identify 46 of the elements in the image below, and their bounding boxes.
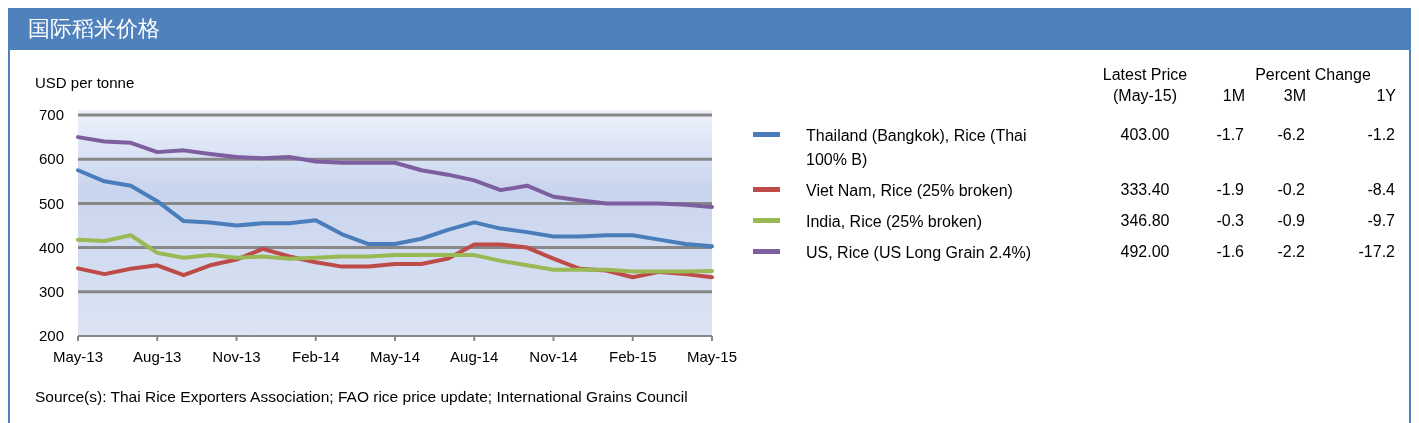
text: Latest Price (May-15) <box>1101 65 1189 106</box>
text: -1.6 <box>1215 242 1245 262</box>
text: -1.7 <box>1215 125 1245 145</box>
legend-label: India, Rice (25% broken) <box>806 212 984 232</box>
text: 492.00 <box>1119 242 1171 262</box>
y-tick-label: 600 <box>38 150 64 168</box>
x-tick-label: May-15 <box>686 348 738 365</box>
y-tick-label: 200 <box>38 327 64 345</box>
y-axis-title: USD per tonne <box>35 74 135 91</box>
text: 403.00 <box>1119 125 1171 145</box>
x-tick-label: Nov-14 <box>529 348 578 365</box>
chart-title: 国际稻米价格 <box>8 8 1411 50</box>
legend-label: Viet Nam, Rice (25% broken) <box>806 181 1014 201</box>
text: -2.2 <box>1276 242 1306 262</box>
x-tick-label: Feb-14 <box>291 348 340 365</box>
text: -1.2 <box>1366 125 1396 145</box>
x-tick-label: Aug-13 <box>133 348 182 365</box>
text: 333.40 <box>1119 180 1171 200</box>
line-series <box>76 168 714 249</box>
text: -1.9 <box>1215 180 1245 200</box>
text: Percent Change <box>1254 65 1372 85</box>
source-note: Source(s): Thai Rice Exporters Association; FAO rice price update; International Grains Council <box>35 388 688 405</box>
text: -0.3 <box>1215 211 1245 231</box>
text: -8.4 <box>1366 180 1396 200</box>
text: -0.9 <box>1276 211 1306 231</box>
x-tick-label: Aug-14 <box>450 348 499 365</box>
text: -17.2 <box>1357 242 1396 262</box>
line-series <box>76 135 714 209</box>
y-tick-label: 400 <box>38 238 64 256</box>
text: 1Y <box>1375 86 1396 106</box>
y-tick-label: 500 <box>38 194 64 212</box>
text: -9.7 <box>1366 211 1396 231</box>
line-series <box>76 233 714 274</box>
y-tick-label: 700 <box>38 106 64 124</box>
y-tick-label: 300 <box>38 283 64 301</box>
x-tick-label: Feb-15 <box>608 348 657 365</box>
legend-label: Thailand (Bangkok), Rice (Thai 100% B) <box>806 126 1028 170</box>
legend-label: US, Rice (US Long Grain 2.4%) <box>806 243 1032 263</box>
text: -0.2 <box>1276 180 1306 200</box>
x-tick-label: Nov-13 <box>212 348 261 365</box>
text: 346.80 <box>1119 211 1171 231</box>
text: 1M <box>1221 86 1245 106</box>
x-tick-label: May-14 <box>369 348 421 365</box>
x-tick-label: May-13 <box>52 348 104 365</box>
text: 3M <box>1282 86 1306 106</box>
text: -6.2 <box>1276 125 1306 145</box>
